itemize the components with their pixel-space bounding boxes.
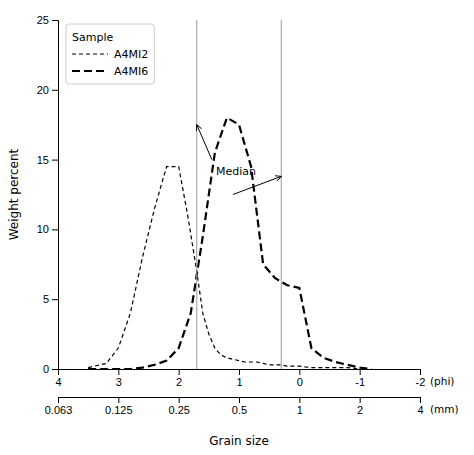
median-line [196, 20, 197, 369]
y-tick-label: 20 [37, 84, 49, 96]
x2-tick-label: 0.125 [105, 404, 133, 416]
x2-tick-label: 4 [417, 404, 423, 416]
y-tick-label: 10 [37, 223, 49, 235]
x-tick: 3 [116, 369, 122, 388]
y-tick-label: 25 [37, 14, 49, 26]
x2-tick-label: 2 [357, 404, 363, 416]
x2-tick-mark [118, 397, 119, 403]
x-tick: -2 [416, 369, 426, 388]
legend-swatch [72, 53, 108, 54]
series-line [88, 167, 360, 369]
x-tick-label: 0 [297, 376, 303, 388]
annotation-arrow [233, 176, 281, 194]
x-tick: 2 [176, 369, 182, 388]
x2-tick-mark [58, 397, 59, 403]
data-layer [88, 20, 372, 369]
x-tick: 0 [297, 369, 303, 388]
y-tick: 25 [37, 14, 58, 26]
y-tick-mark [52, 369, 58, 370]
y-tick-label: 15 [37, 154, 49, 166]
x-tick-mark [58, 369, 59, 375]
legend-label: A4MI2 [114, 48, 148, 61]
x-tick-mark [239, 369, 240, 375]
y-axis-title: Weight percent [7, 148, 21, 240]
x2-axis: 0.063 0.125 0.25 0.5 1 2 4 [45, 397, 424, 416]
annotation-text: Median [216, 165, 256, 178]
x2-tick-label: 0.25 [168, 404, 189, 416]
y-tick: 15 [37, 154, 58, 166]
x-tick-label: 3 [116, 376, 122, 388]
x2-tick-mark [420, 397, 421, 403]
y-tick-mark [52, 20, 58, 21]
y-tick-mark [52, 90, 58, 91]
x2-tick: 2 [357, 397, 363, 416]
median-line [281, 20, 282, 369]
x2-tick-label: 0.5 [232, 404, 247, 416]
x2-tick: 0.25 [168, 397, 189, 416]
chart: 051015202543210-1-20.0630.1250.250.5124(… [0, 0, 474, 455]
x-axis-title: Grain size [209, 434, 269, 448]
legend-swatch [72, 70, 108, 72]
x2-axis-line [59, 398, 421, 404]
x2-tick-mark [179, 397, 180, 403]
plot-area: 051015202543210-1-20.0630.1250.250.5124(… [7, 14, 459, 448]
y-tick: 10 [37, 223, 58, 235]
legend-box [66, 24, 154, 84]
x2-tick: 0.063 [45, 397, 73, 416]
x-tick-label: 1 [236, 376, 242, 388]
x-tick-mark [360, 369, 361, 375]
x-tick: 1 [236, 369, 242, 388]
x-tick-mark [179, 369, 180, 375]
x-tick-label: 4 [55, 376, 61, 388]
x-tick-label: 2 [176, 376, 182, 388]
x-tick-mark [299, 369, 300, 375]
legend-title: Sample [72, 31, 113, 44]
x-axis-line [59, 370, 421, 376]
x2-tick-label: 0.063 [45, 404, 73, 416]
x2-tick: 0.5 [232, 397, 247, 416]
x-tick: -1 [355, 369, 365, 388]
y-axis: 0 5 10 15 20 25 [37, 14, 59, 375]
y-tick: 5 [43, 293, 58, 305]
x-tick: 4 [55, 369, 61, 388]
x-tick-mark [118, 369, 119, 375]
x-axis: 4 3 2 1 0 -1 -2 [55, 369, 425, 388]
series-line [88, 118, 372, 369]
y-tick-label: 0 [43, 363, 49, 375]
x-tick-label: -1 [355, 376, 365, 388]
x2-tick-mark [239, 397, 240, 403]
y-tick: 0 [43, 363, 58, 375]
y-tick-mark [52, 229, 58, 230]
y-axis-line [52, 21, 59, 370]
x-tick-label: -2 [416, 376, 426, 388]
x-tick-mark [420, 369, 421, 375]
x-unit-label: (phi) [430, 375, 454, 387]
x2-tick: 4 [417, 397, 423, 416]
legend: SampleA4MI2 A4MI6 [66, 24, 154, 84]
x2-tick-label: 1 [297, 404, 303, 416]
x2-tick: 0.125 [105, 397, 133, 416]
y-tick-label: 5 [43, 293, 49, 305]
x2-tick-mark [360, 397, 361, 403]
x2-tick-mark [299, 397, 300, 403]
y-tick-mark [52, 299, 58, 300]
y-tick: 20 [37, 84, 58, 96]
x2-tick: 1 [297, 397, 303, 416]
legend-label: A4MI6 [114, 65, 148, 78]
x2-unit-label: (mm) [430, 403, 459, 415]
y-tick-mark [52, 160, 58, 161]
annotation-arrow [197, 125, 212, 160]
